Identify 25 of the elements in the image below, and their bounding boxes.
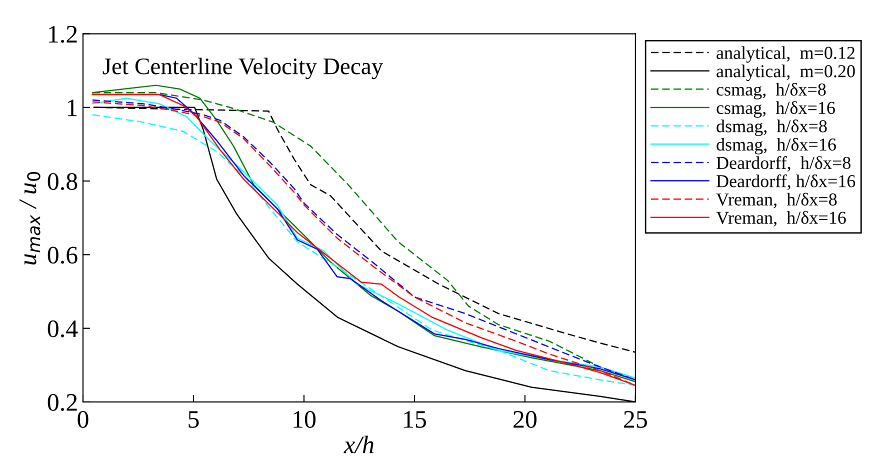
y-tick-label: 1.2 bbox=[49, 26, 77, 43]
x-tick-label: 0 bbox=[78, 410, 88, 428]
y-tick-label: 0.4 bbox=[48, 320, 78, 338]
legend-label: csmag, h/δx=8 bbox=[716, 82, 826, 100]
y-tick-label: 0.2 bbox=[48, 394, 77, 411]
y-tick-label: 0.6 bbox=[48, 246, 78, 264]
x-tick-label: 25 bbox=[624, 411, 647, 428]
x-tick-label: 15 bbox=[404, 411, 426, 428]
legend-label: Vreman, h/δx=16 bbox=[716, 211, 846, 226]
text: Jet Centerline Velocity Decay bbox=[102, 58, 384, 80]
legend-label: Deardorff, h/δx=16 bbox=[716, 174, 856, 190]
x-tick-label: 5 bbox=[188, 411, 199, 428]
y-axis-title: u$_{max}$ / u$_{0}$ bbox=[20, 172, 40, 264]
legend-label: analytical, m=0.12 bbox=[716, 46, 855, 63]
legend-label: dsmag, h/δx=8 bbox=[716, 120, 827, 136]
y-tick-label: 1 bbox=[68, 100, 77, 116]
legend-label: dsmag, h/δx=16 bbox=[716, 138, 836, 154]
legend-label: csmag, h/δx=16 bbox=[716, 101, 835, 118]
x-tick-label: 20 bbox=[514, 410, 537, 428]
legend-label: Deardorff, h/δx=8 bbox=[716, 156, 850, 172]
legend-label: Vreman, h/δx=8 bbox=[716, 192, 837, 208]
y-tick-label: 0.8 bbox=[48, 173, 78, 190]
x-axis-title: x/h bbox=[344, 436, 374, 454]
x-tick-label: 10 bbox=[294, 410, 316, 428]
legend-label: analytical, m=0.20 bbox=[716, 64, 855, 82]
